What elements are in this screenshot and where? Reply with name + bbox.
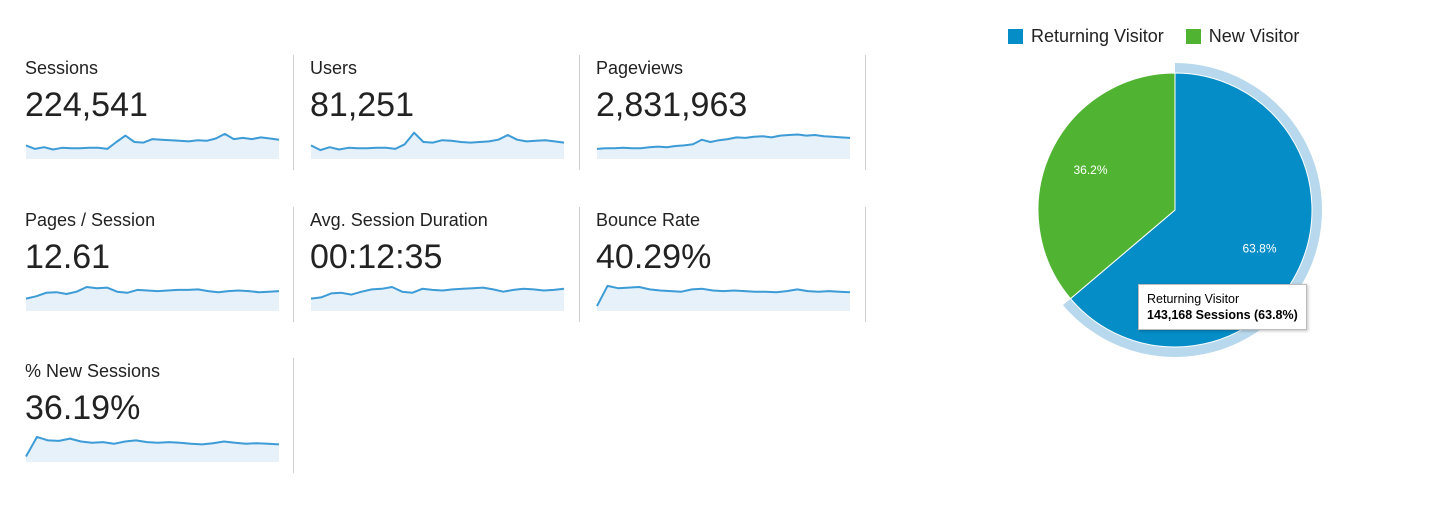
metric-label: Bounce Rate — [596, 210, 701, 230]
sparkline-line — [596, 133, 851, 150]
metric-sessions[interactable]: Sessions 224,541 — [25, 57, 310, 175]
sparkline-pages-per-session — [25, 286, 280, 311]
divider — [293, 55, 294, 170]
sparkline-area — [597, 134, 850, 159]
pie-tooltip: Returning Visitor 143,168 Sessions (63.8… — [1138, 284, 1307, 330]
metric-value: 00:12:35 — [310, 238, 443, 276]
divider — [865, 207, 866, 322]
sparkline-area — [311, 287, 564, 311]
pie-slice-returning-visitor — [1069, 72, 1313, 348]
sparkline-area — [26, 287, 279, 311]
sparkline-line — [25, 286, 280, 300]
metric-pages-per-session[interactable]: Pages / Session 12.61 — [25, 209, 310, 327]
metric-value: 81,251 — [310, 86, 414, 124]
divider — [293, 207, 294, 322]
metric-new-sessions[interactable]: % New Sessions 36.19% — [25, 360, 310, 478]
divider — [579, 207, 580, 322]
metric-value: 12.61 — [25, 238, 111, 276]
metric-label: Pageviews — [596, 58, 684, 78]
legend-swatch — [1008, 29, 1023, 44]
sparkline-sessions — [25, 132, 280, 159]
metric-value: 2,831,963 — [596, 86, 748, 124]
legend-label: New Visitor — [1208, 26, 1300, 46]
slice-label: 36.2% — [1073, 163, 1107, 177]
sparkline-area — [26, 133, 279, 159]
slice-label: 63.8% — [1242, 241, 1276, 255]
pie-legend: Returning Visitor New Visitor — [1008, 26, 1321, 47]
metric-value: 36.19% — [25, 389, 141, 427]
sparkline-line — [596, 284, 851, 307]
sparkline-bounce-rate — [596, 284, 851, 311]
metric-label: Users — [310, 58, 358, 78]
metric-value: 40.29% — [596, 238, 712, 276]
divider — [579, 55, 580, 170]
legend-item-returning-visitor[interactable]: Returning Visitor — [1008, 26, 1164, 47]
sparkline-line — [310, 286, 565, 300]
divider — [865, 55, 866, 170]
sparkline-line — [25, 435, 280, 457]
metric-label: % New Sessions — [25, 361, 161, 381]
divider — [293, 358, 294, 473]
metric-bounce-rate[interactable]: Bounce Rate 40.29% — [596, 209, 881, 327]
legend-label: Returning Visitor — [1031, 26, 1164, 46]
metric-label: Avg. Session Duration — [310, 210, 488, 230]
legend-item-new-visitor[interactable]: New Visitor — [1185, 26, 1300, 47]
visitor-type-pie-chart[interactable]: 63.8% 36.2% — [1030, 62, 1330, 362]
metric-pageviews[interactable]: Pageviews 2,831,963 — [596, 57, 881, 175]
sparkline-area — [311, 132, 564, 159]
metric-avg-session-duration[interactable]: Avg. Session Duration 00:12:35 — [310, 209, 595, 327]
tooltip-title: Returning Visitor — [1147, 292, 1240, 306]
pie-slice-new-visitor — [1037, 72, 1176, 300]
sparkline-avg-session-duration — [310, 286, 565, 311]
metric-value: 224,541 — [25, 86, 148, 124]
legend-swatch — [1185, 29, 1201, 44]
metric-users[interactable]: Users 81,251 — [310, 57, 595, 175]
metric-label: Pages / Session — [25, 210, 156, 230]
sparkline-users — [310, 131, 565, 159]
sparkline-line — [25, 132, 280, 151]
sparkline-pageviews — [596, 133, 851, 159]
sparkline-line — [310, 131, 565, 152]
sparkline-area — [597, 285, 850, 311]
sparkline-new-sessions — [25, 435, 280, 462]
tooltip-value: 143,168 Sessions (63.8%) — [1147, 308, 1298, 322]
metric-label: Sessions — [25, 58, 99, 78]
